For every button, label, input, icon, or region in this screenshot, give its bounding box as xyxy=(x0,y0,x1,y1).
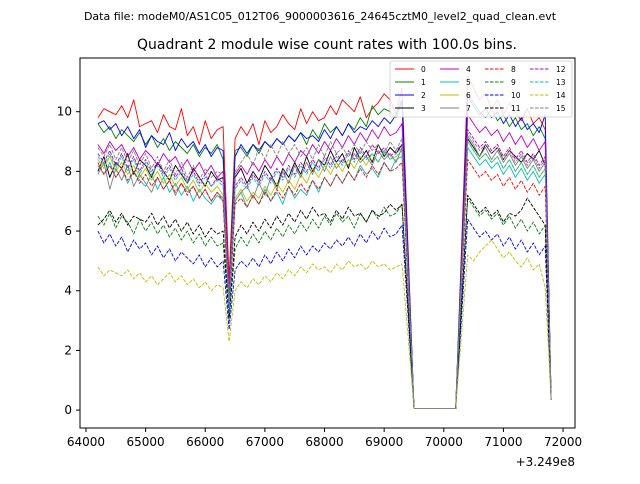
x-tick-label: 68000 xyxy=(305,435,343,449)
x-tick-label: 69000 xyxy=(365,435,403,449)
legend-label: 14 xyxy=(556,91,566,100)
legend-label: 7 xyxy=(466,104,471,113)
x-tick-label: 72000 xyxy=(544,435,582,449)
legend-label: 15 xyxy=(556,104,566,113)
series-line-7 xyxy=(97,135,552,410)
plot-area: 64000 65000 66000 67000 68000 69000 70000 71000… xyxy=(57,57,582,449)
series-line-5 xyxy=(97,147,552,410)
series-line-13 xyxy=(97,141,552,410)
series-line-1 xyxy=(97,93,552,410)
series-6 xyxy=(97,141,552,410)
series-line-14 xyxy=(97,239,552,410)
x-tick-label: 67000 xyxy=(246,435,284,449)
x-axis: 64000 65000 66000 67000 68000 69000 70000 71000… xyxy=(67,428,582,449)
series-line-10 xyxy=(97,218,552,410)
series-7 xyxy=(97,135,552,410)
series-8 xyxy=(97,159,552,410)
y-tick-label: 10 xyxy=(57,105,72,119)
series-line-8 xyxy=(97,159,552,410)
chart-title: Quadrant 2 module wise count rates with … xyxy=(137,37,517,53)
legend-label: 13 xyxy=(556,78,566,87)
plot-frame xyxy=(79,57,576,429)
series-5 xyxy=(97,147,552,410)
legend-label: 5 xyxy=(466,78,471,87)
series-line-4 xyxy=(97,114,552,410)
y-tick-label: 4 xyxy=(64,284,72,298)
legend-label: 11 xyxy=(511,104,521,113)
legend-label: 12 xyxy=(556,65,566,74)
series-4 xyxy=(97,114,552,410)
figure-suptitle: Data file: modeM0/AS1C05_012T06_90000036… xyxy=(84,10,557,23)
series-line-11 xyxy=(97,194,552,410)
legend-label: 9 xyxy=(511,78,516,87)
x-tick-label: 70000 xyxy=(425,435,463,449)
y-tick-label: 6 xyxy=(64,224,72,238)
x-tick-label: 71000 xyxy=(484,435,522,449)
legend-label: 0 xyxy=(421,65,426,74)
x-tick-label: 64000 xyxy=(67,435,105,449)
series-13 xyxy=(97,141,552,410)
series-15 xyxy=(97,132,552,410)
x-tick-label: 66000 xyxy=(186,435,224,449)
x-axis-offset-label: +3.249e8 xyxy=(516,455,575,469)
series-line-0 xyxy=(97,75,552,410)
series-0 xyxy=(97,75,552,410)
series-14 xyxy=(97,239,552,410)
series-line-15 xyxy=(97,132,552,410)
legend-label: 2 xyxy=(421,91,426,100)
series-9 xyxy=(97,197,552,410)
series-layer xyxy=(97,75,552,410)
legend-label: 1 xyxy=(421,78,426,87)
series-line-12 xyxy=(97,129,552,410)
legend-box xyxy=(389,60,573,118)
y-tick-label: 2 xyxy=(64,343,72,357)
legend-label: 6 xyxy=(466,91,471,100)
legend-label: 8 xyxy=(511,65,516,74)
series-line-9 xyxy=(97,197,552,410)
y-tick-label: 8 xyxy=(64,164,72,178)
series-10 xyxy=(97,218,552,410)
legend-label: 4 xyxy=(466,65,471,74)
y-tick-label: 0 xyxy=(64,403,72,417)
legend-label: 3 xyxy=(421,104,426,113)
series-line-6 xyxy=(97,141,552,410)
y-axis: 0 2 4 6 8 10 xyxy=(57,105,80,417)
series-11 xyxy=(97,194,552,410)
x-tick-label: 65000 xyxy=(127,435,165,449)
legend-label: 10 xyxy=(511,91,521,100)
series-1 xyxy=(97,93,552,410)
